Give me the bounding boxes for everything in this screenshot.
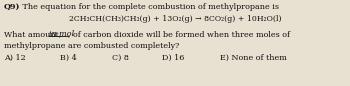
- Text: What amount,: What amount,: [4, 30, 64, 38]
- Text: D) 16: D) 16: [162, 54, 184, 62]
- Text: B) 4: B) 4: [60, 54, 77, 62]
- Text: Q9): Q9): [4, 3, 20, 11]
- Text: The equation for the complete combustion of methylpropane is: The equation for the complete combustion…: [20, 3, 279, 11]
- Text: What amount,: What amount,: [4, 30, 64, 38]
- Text: in mol: in mol: [49, 30, 74, 38]
- Text: methylpropane are combusted completely?: methylpropane are combusted completely?: [4, 42, 179, 50]
- Text: A) 12: A) 12: [4, 54, 26, 62]
- Text: 2CH₃CH(CH₃)CH₃(g) + 13O₂(g) → 8CO₂(g) + 10H₂O(l): 2CH₃CH(CH₃)CH₃(g) + 13O₂(g) → 8CO₂(g) + …: [69, 15, 281, 23]
- Text: C) 8: C) 8: [112, 54, 129, 62]
- Text: E) None of them: E) None of them: [220, 54, 287, 62]
- Text: , of carbon dioxide will be formed when three moles of: , of carbon dioxide will be formed when …: [68, 30, 290, 38]
